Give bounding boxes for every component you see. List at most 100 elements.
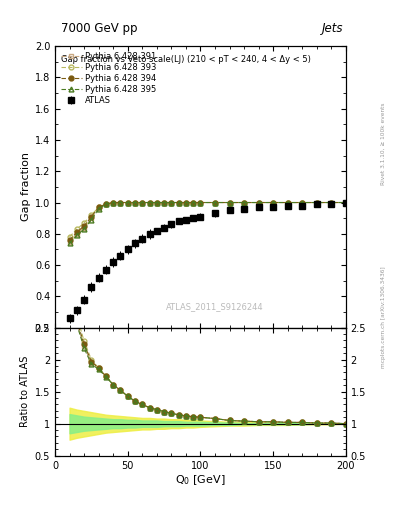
Pythia 6.428 394: [154, 200, 159, 206]
Pythia 6.428 395: [96, 206, 101, 212]
X-axis label: Q$_0$ [GeV]: Q$_0$ [GeV]: [175, 473, 226, 487]
Pythia 6.428 391: [104, 201, 108, 207]
Pythia 6.428 391: [343, 200, 348, 206]
Text: ATLAS_2011_S9126244: ATLAS_2011_S9126244: [166, 302, 264, 311]
Pythia 6.428 395: [256, 200, 261, 206]
Pythia 6.428 394: [227, 200, 232, 206]
Pythia 6.428 391: [140, 200, 145, 206]
Pythia 6.428 395: [314, 200, 319, 206]
Pythia 6.428 394: [271, 200, 275, 206]
Pythia 6.428 395: [104, 201, 108, 207]
Text: Gap fraction vs Veto scale(LJ) (210 < pT < 240, 4 < Δy < 5): Gap fraction vs Veto scale(LJ) (210 < pT…: [61, 55, 311, 63]
Pythia 6.428 394: [285, 200, 290, 206]
Pythia 6.428 391: [271, 200, 275, 206]
Pythia 6.428 394: [125, 200, 130, 206]
Pythia 6.428 393: [242, 200, 246, 206]
Pythia 6.428 391: [285, 200, 290, 206]
Text: Jets: Jets: [322, 22, 344, 35]
Pythia 6.428 391: [213, 200, 217, 206]
Line: Pythia 6.428 391: Pythia 6.428 391: [67, 200, 348, 244]
Pythia 6.428 391: [227, 200, 232, 206]
Pythia 6.428 395: [184, 200, 188, 206]
Pythia 6.428 393: [111, 200, 116, 206]
Pythia 6.428 393: [75, 226, 79, 232]
Pythia 6.428 394: [242, 200, 246, 206]
Pythia 6.428 391: [75, 231, 79, 237]
Pythia 6.428 395: [191, 200, 196, 206]
Pythia 6.428 391: [125, 200, 130, 206]
Legend: Pythia 6.428 391, Pythia 6.428 393, Pythia 6.428 394, Pythia 6.428 395, ATLAS: Pythia 6.428 391, Pythia 6.428 393, Pyth…: [59, 50, 158, 107]
Pythia 6.428 394: [176, 200, 181, 206]
Line: Pythia 6.428 395: Pythia 6.428 395: [67, 200, 348, 246]
Text: mcplots.cern.ch [arXiv:1306.3436]: mcplots.cern.ch [arXiv:1306.3436]: [381, 267, 386, 368]
Pythia 6.428 395: [89, 217, 94, 223]
Pythia 6.428 395: [154, 200, 159, 206]
Pythia 6.428 394: [104, 201, 108, 207]
Pythia 6.428 395: [271, 200, 275, 206]
Pythia 6.428 393: [89, 212, 94, 218]
Pythia 6.428 393: [169, 200, 174, 206]
Pythia 6.428 395: [343, 200, 348, 206]
Line: Pythia 6.428 393: Pythia 6.428 393: [67, 200, 348, 240]
Pythia 6.428 393: [147, 200, 152, 206]
Pythia 6.428 395: [118, 200, 123, 206]
Pythia 6.428 391: [96, 204, 101, 210]
Pythia 6.428 393: [96, 204, 101, 210]
Pythia 6.428 391: [133, 200, 138, 206]
Pythia 6.428 394: [118, 200, 123, 206]
Pythia 6.428 394: [256, 200, 261, 206]
Pythia 6.428 395: [111, 200, 116, 206]
Pythia 6.428 395: [82, 226, 86, 232]
Pythia 6.428 394: [213, 200, 217, 206]
Pythia 6.428 393: [176, 200, 181, 206]
Pythia 6.428 394: [169, 200, 174, 206]
Pythia 6.428 394: [300, 200, 305, 206]
Text: 7000 GeV pp: 7000 GeV pp: [61, 22, 138, 35]
Pythia 6.428 393: [154, 200, 159, 206]
Pythia 6.428 393: [227, 200, 232, 206]
Pythia 6.428 393: [198, 200, 203, 206]
Pythia 6.428 393: [314, 200, 319, 206]
Pythia 6.428 393: [104, 201, 108, 207]
Pythia 6.428 391: [147, 200, 152, 206]
Pythia 6.428 391: [256, 200, 261, 206]
Pythia 6.428 395: [176, 200, 181, 206]
Pythia 6.428 394: [184, 200, 188, 206]
Pythia 6.428 394: [133, 200, 138, 206]
Pythia 6.428 391: [169, 200, 174, 206]
Pythia 6.428 394: [82, 223, 86, 229]
Pythia 6.428 394: [198, 200, 203, 206]
Pythia 6.428 394: [75, 229, 79, 236]
Pythia 6.428 395: [227, 200, 232, 206]
Pythia 6.428 391: [329, 200, 334, 206]
Pythia 6.428 394: [96, 204, 101, 210]
Pythia 6.428 395: [75, 232, 79, 239]
Pythia 6.428 394: [162, 200, 167, 206]
Text: Rivet 3.1.10, ≥ 100k events: Rivet 3.1.10, ≥ 100k events: [381, 102, 386, 185]
Pythia 6.428 395: [242, 200, 246, 206]
Pythia 6.428 391: [154, 200, 159, 206]
Pythia 6.428 391: [300, 200, 305, 206]
Pythia 6.428 391: [314, 200, 319, 206]
Pythia 6.428 393: [162, 200, 167, 206]
Pythia 6.428 394: [314, 200, 319, 206]
Pythia 6.428 391: [82, 224, 86, 230]
Pythia 6.428 391: [89, 215, 94, 221]
Pythia 6.428 393: [271, 200, 275, 206]
Pythia 6.428 395: [133, 200, 138, 206]
Pythia 6.428 394: [140, 200, 145, 206]
Pythia 6.428 395: [140, 200, 145, 206]
Pythia 6.428 393: [184, 200, 188, 206]
Pythia 6.428 393: [118, 200, 123, 206]
Pythia 6.428 395: [147, 200, 152, 206]
Pythia 6.428 391: [162, 200, 167, 206]
Pythia 6.428 394: [329, 200, 334, 206]
Pythia 6.428 393: [191, 200, 196, 206]
Pythia 6.428 391: [184, 200, 188, 206]
Pythia 6.428 393: [256, 200, 261, 206]
Pythia 6.428 395: [285, 200, 290, 206]
Pythia 6.428 391: [198, 200, 203, 206]
Pythia 6.428 391: [176, 200, 181, 206]
Pythia 6.428 395: [169, 200, 174, 206]
Pythia 6.428 395: [213, 200, 217, 206]
